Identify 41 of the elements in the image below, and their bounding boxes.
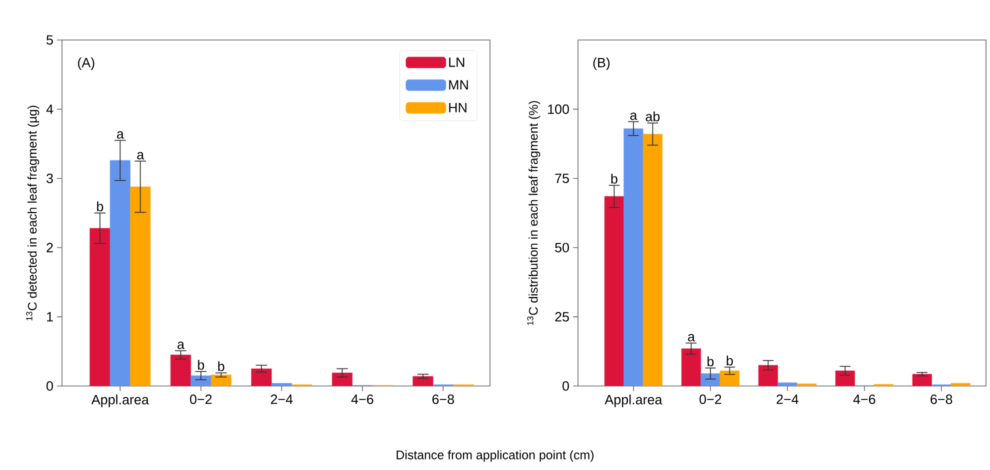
- annotation: a: [137, 152, 144, 160]
- y-tick-label: 50: [555, 242, 569, 252]
- legend-label: LN: [449, 58, 464, 67]
- x-tick-label: 4−6: [853, 394, 876, 404]
- annotation: a: [116, 131, 124, 139]
- legend-label: HN: [449, 103, 466, 112]
- y-tick-label: 3: [46, 174, 53, 184]
- x-tick-label: 6−8: [930, 394, 952, 404]
- x-tick-label: 0−2: [190, 394, 212, 404]
- x-tick-label: Appl.area: [91, 394, 149, 408]
- y-tick-label: 75: [555, 174, 569, 184]
- y-tick-label: 2: [46, 242, 53, 252]
- y-axis-title: $^{13}$C distribution in each leaf fragment (%): [527, 101, 540, 326]
- annotation: (B): [593, 57, 610, 70]
- y-tick-label: 0: [562, 381, 569, 391]
- y-tick-label: 1: [47, 312, 53, 322]
- x-tick-label: Appl.area: [604, 394, 662, 408]
- annotation: a: [178, 342, 184, 350]
- x-tick-label: 0−2: [700, 394, 722, 404]
- legend-label: MN: [449, 80, 468, 90]
- annotation: b: [97, 201, 104, 212]
- y-tick-label: 25: [555, 312, 569, 322]
- annotation: b: [708, 356, 714, 366]
- y-tick-label: 100: [548, 104, 569, 114]
- annotation: ab: [646, 111, 660, 122]
- annotation: b: [218, 361, 224, 372]
- x-tick-label: 2−4: [776, 394, 798, 404]
- annotation: b: [611, 174, 618, 184]
- y-axis-title: $^{13}$C detected in each leaf fragment (µg): [26, 106, 40, 320]
- x-axis-title: Distance from application point (cm): [396, 450, 594, 462]
- y-tick-label: 4: [46, 104, 54, 114]
- x-tick-label: 6−8: [432, 394, 454, 404]
- annotation: a: [688, 334, 695, 342]
- y-tick-label: 0: [46, 381, 53, 391]
- x-tick-label: 4−6: [351, 394, 374, 404]
- annotation: a: [630, 112, 638, 120]
- y-tick-label: 5: [46, 35, 53, 45]
- annotation: b: [726, 356, 733, 366]
- x-tick-label: 2−4: [270, 394, 293, 404]
- annotation: (A): [78, 58, 94, 70]
- annotation: b: [198, 360, 204, 370]
